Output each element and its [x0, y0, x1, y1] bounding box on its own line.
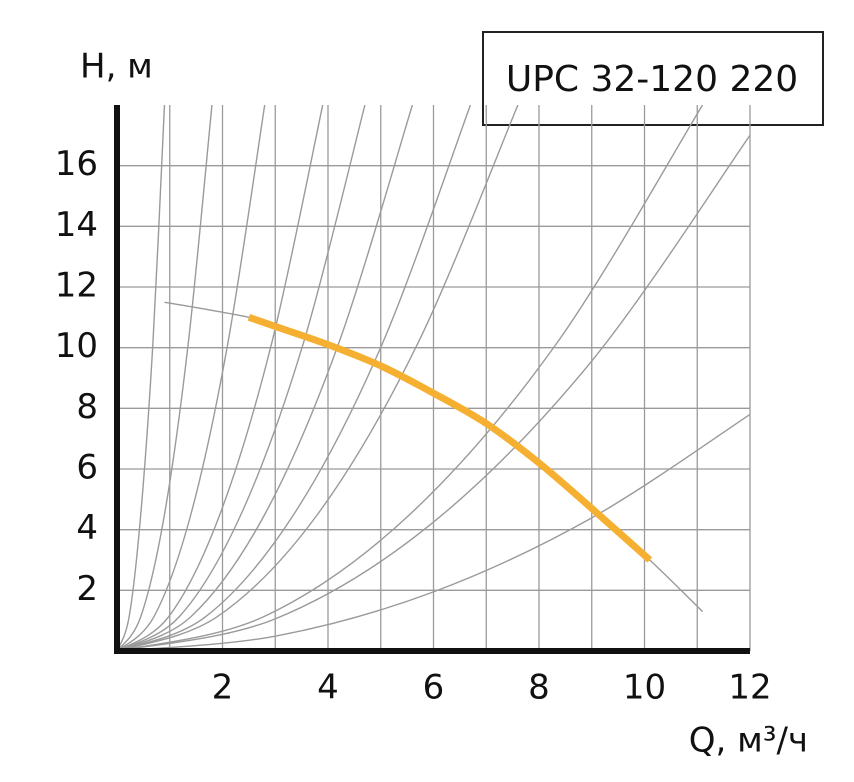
- y-tick-label: 14: [55, 205, 98, 245]
- curve: [117, 105, 213, 651]
- chart-title: UPC 32-120 220: [506, 59, 798, 100]
- y-tick-label: 4: [76, 508, 98, 548]
- x-tick-label: 4: [317, 668, 339, 708]
- x-tick-label: 10: [623, 668, 666, 708]
- curve: [117, 105, 166, 651]
- y-tick-label: 12: [55, 266, 98, 306]
- curve: [117, 105, 472, 651]
- curve: [117, 105, 414, 651]
- x-tick-label: 2: [212, 668, 234, 708]
- x-tick-label: 8: [528, 668, 550, 708]
- title-box: [482, 31, 824, 126]
- curve: [117, 413, 750, 651]
- x-axis-label: Q, м³/ч: [689, 721, 808, 761]
- y-tick-label: 8: [76, 387, 98, 427]
- curve: [117, 105, 704, 651]
- y-tick-label: 10: [55, 326, 98, 366]
- curve: [117, 105, 519, 651]
- curve: [117, 105, 266, 651]
- x-tick-label: 12: [728, 668, 771, 708]
- curve: [117, 105, 324, 651]
- y-tick-label: 16: [55, 144, 98, 184]
- pump-curve: [247, 314, 653, 563]
- curve: [117, 105, 366, 651]
- x-tick-label: 6: [423, 668, 445, 708]
- y-tick-label: 2: [76, 569, 98, 609]
- curve: [117, 134, 750, 651]
- y-tick-label: 6: [76, 448, 98, 488]
- y-axis-label: H, м: [80, 47, 153, 87]
